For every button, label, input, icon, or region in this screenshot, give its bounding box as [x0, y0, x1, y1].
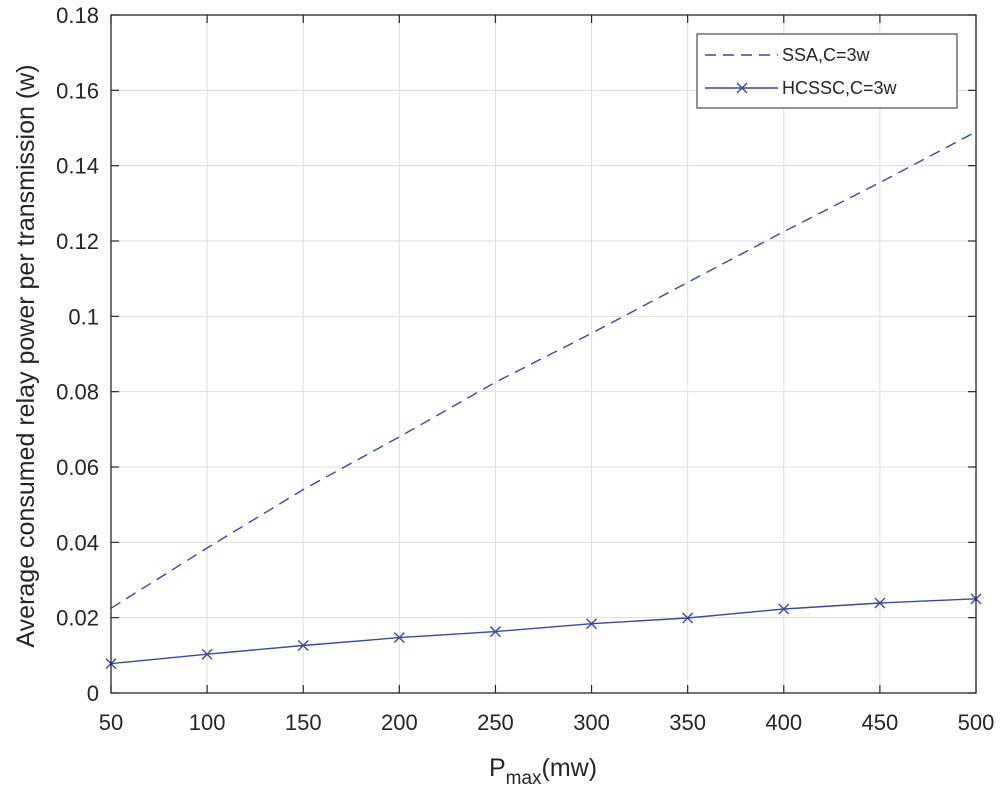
- series-1-point: [489, 626, 501, 638]
- legend-box: [696, 33, 958, 109]
- series-1-point: [297, 640, 309, 652]
- series-1-point: [201, 648, 213, 660]
- y-tick-label: 0.14: [56, 154, 99, 179]
- series-1-point: [393, 632, 405, 644]
- series-1-point: [682, 612, 694, 624]
- plot-frame: [110, 14, 977, 694]
- x-tick-label: 150: [285, 710, 322, 735]
- y-tick-label: 0.12: [56, 229, 99, 254]
- grid: [111, 15, 976, 693]
- y-tick-label: 0: [87, 681, 99, 706]
- tick-labels: 50 100 150 200 250 300 350 400 450 500 0 0.02 0.04 0.…: [56, 3, 994, 735]
- ticks: [110, 14, 977, 694]
- y-axis-label: Average consumed relay power per transmi…: [12, 64, 40, 647]
- x-tick-label: 450: [862, 710, 899, 735]
- x-tick-label: 200: [381, 710, 418, 735]
- x-tick-label: 500: [958, 710, 995, 735]
- series-line-1: [110, 598, 977, 665]
- x-tick-label: 300: [573, 710, 610, 735]
- series-1-point: [778, 603, 790, 615]
- plot-area: [111, 15, 976, 693]
- x-axis-label-unit: (mw): [542, 754, 598, 782]
- x-tick-label: 100: [189, 710, 226, 735]
- y-tick-label: 0.02: [56, 606, 99, 631]
- y-tick-label: 0.06: [56, 455, 99, 480]
- y-tick-label: 0.04: [56, 530, 99, 555]
- series-line-0: [110, 131, 977, 609]
- x-tick-label: 250: [477, 710, 514, 735]
- x-axis-label: Pmax(mw): [489, 754, 597, 789]
- x-tick-label: 50: [99, 710, 123, 735]
- x-tick-label: 400: [765, 710, 802, 735]
- y-tick-label: 0.18: [56, 3, 99, 28]
- legend-label-ssa: SSA,C=3w: [782, 45, 871, 65]
- x-tick-label: 350: [669, 710, 706, 735]
- y-tick-label: 0.16: [56, 78, 99, 103]
- x-axis-label-main: P: [489, 754, 506, 782]
- series-1-point: [874, 597, 886, 609]
- legend-marker-hcssc: [736, 82, 748, 94]
- y-tick-label: 0.1: [68, 304, 99, 329]
- legend-label-hcssc: HCSSC,C=3w: [782, 78, 898, 98]
- legend: SSA,C=3w HCSSC,C=3w: [696, 33, 958, 109]
- y-tick-label: 0.08: [56, 380, 99, 405]
- x-axis-label-subscript: max: [506, 768, 542, 789]
- series-1-point: [586, 618, 598, 630]
